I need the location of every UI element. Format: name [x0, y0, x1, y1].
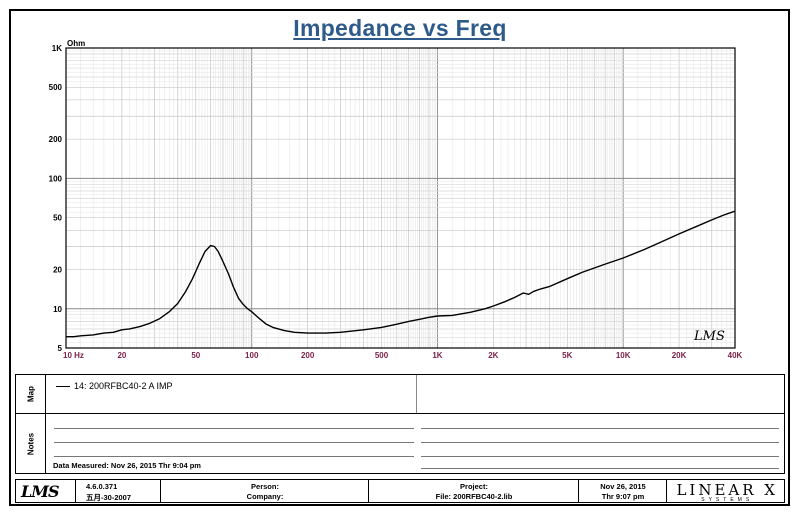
project-label: Project:: [460, 482, 488, 491]
footer-project-cell: Project: File: 200RFBC40-2.lib: [369, 480, 579, 502]
x-tick-label: 500: [375, 351, 389, 360]
y-tick-label: 1K: [52, 44, 62, 53]
y-tick-labels: 1K 500 200 100 50 20 10 5: [49, 44, 63, 353]
plot-border: [65, 47, 736, 349]
notes-side-label: Notes: [26, 432, 35, 455]
lms-logo: LMS: [21, 482, 60, 501]
chart-title: Impedance vs Freq: [293, 15, 507, 41]
y-tick-label: 5: [58, 344, 63, 353]
footer-version-cell: 4.6.0.371 五月-30-2007: [76, 480, 161, 502]
footer-person-cell: Person: Company:: [161, 480, 369, 502]
x-tick-labels: 10 Hz 20 50 100 200 500 1K 2K 5K 10K 20K 40K: [63, 351, 743, 360]
data-measured-text: Data Measured: Nov 26, 2015 Thr 9:04 pm: [53, 461, 201, 470]
linearx-brand: LINEAR X: [676, 481, 778, 499]
y-tick-label: 10: [53, 305, 62, 314]
x-tick-label: 10K: [616, 351, 631, 360]
footer-date-cell: Nov 26, 2015 Thr 9:07 pm: [579, 480, 667, 502]
version-date: 五月-30-2007: [86, 493, 132, 502]
x-tick-label: 200: [301, 351, 315, 360]
x-tick-label: 50: [191, 351, 200, 360]
file-label: File: 200RFBC40-2.lib: [435, 492, 513, 501]
x-tick-label: 2K: [488, 351, 498, 360]
company-label: Company:: [246, 492, 284, 501]
note-line[interactable]: [421, 428, 779, 429]
chart-grid: [65, 47, 736, 349]
map-side-label: Map: [26, 386, 35, 402]
impedance-chart: 10 Hz 20 50 100 200 500 1K 2K 5K 10K 20K 40K 1K 500 2…: [49, 39, 743, 360]
legend-entry-label: 14: 200RFBC40-2 A IMP: [74, 381, 173, 391]
legend-line-swatch: [56, 385, 70, 387]
note-line[interactable]: [421, 442, 779, 443]
footer-date: Nov 26, 2015: [600, 482, 646, 491]
note-line[interactable]: [54, 456, 414, 457]
y-tick-label: 200: [49, 135, 63, 144]
y-tick-label: 100: [49, 174, 63, 183]
footer-time: Thr 9:07 pm: [601, 492, 645, 501]
x-tick-label: 5K: [562, 351, 572, 360]
map-divider: [416, 375, 417, 413]
note-line[interactable]: [421, 456, 779, 457]
person-label: Person:: [251, 482, 279, 491]
y-axis-unit: Ohm: [67, 39, 85, 48]
y-tick-label: 500: [49, 83, 63, 92]
note-line[interactable]: [54, 428, 414, 429]
y-tick-label: 20: [53, 266, 62, 275]
notes-side-tab: Notes: [16, 414, 46, 473]
x-tick-label: 100: [245, 351, 259, 360]
x-tick-label: 10 Hz: [63, 351, 84, 360]
x-tick-label: 40K: [728, 351, 743, 360]
x-tick-label: 1K: [432, 351, 442, 360]
impedance-curve: [66, 210, 736, 338]
note-line[interactable]: [421, 468, 779, 469]
x-tick-label: 20K: [672, 351, 687, 360]
version-number: 4.6.0.371: [86, 482, 118, 491]
lms-chart-logo: LMS: [693, 329, 725, 344]
linearx-subtitle: SYSTEMS: [701, 497, 754, 503]
y-tick-label: 50: [53, 214, 62, 223]
x-tick-label: 20: [117, 351, 126, 360]
chart-series: [66, 210, 736, 338]
map-panel: Map 14: 200RFBC40-2 A IMP: [15, 374, 785, 414]
footer: LMS 4.6.0.371 五月-30-2007 Person: Company…: [15, 479, 785, 503]
legend-entry: 14: 200RFBC40-2 A IMP: [56, 381, 173, 391]
linearx-logo: LINEAR X SYSTEMS: [676, 481, 778, 503]
footer-logo-cell: LMS: [16, 480, 76, 502]
note-line[interactable]: [54, 442, 414, 443]
notes-panel: Notes Data Measured: Nov 26, 2015 Thr 9:…: [15, 414, 785, 474]
map-side-tab: Map: [16, 375, 46, 413]
plot-area: [66, 48, 735, 348]
